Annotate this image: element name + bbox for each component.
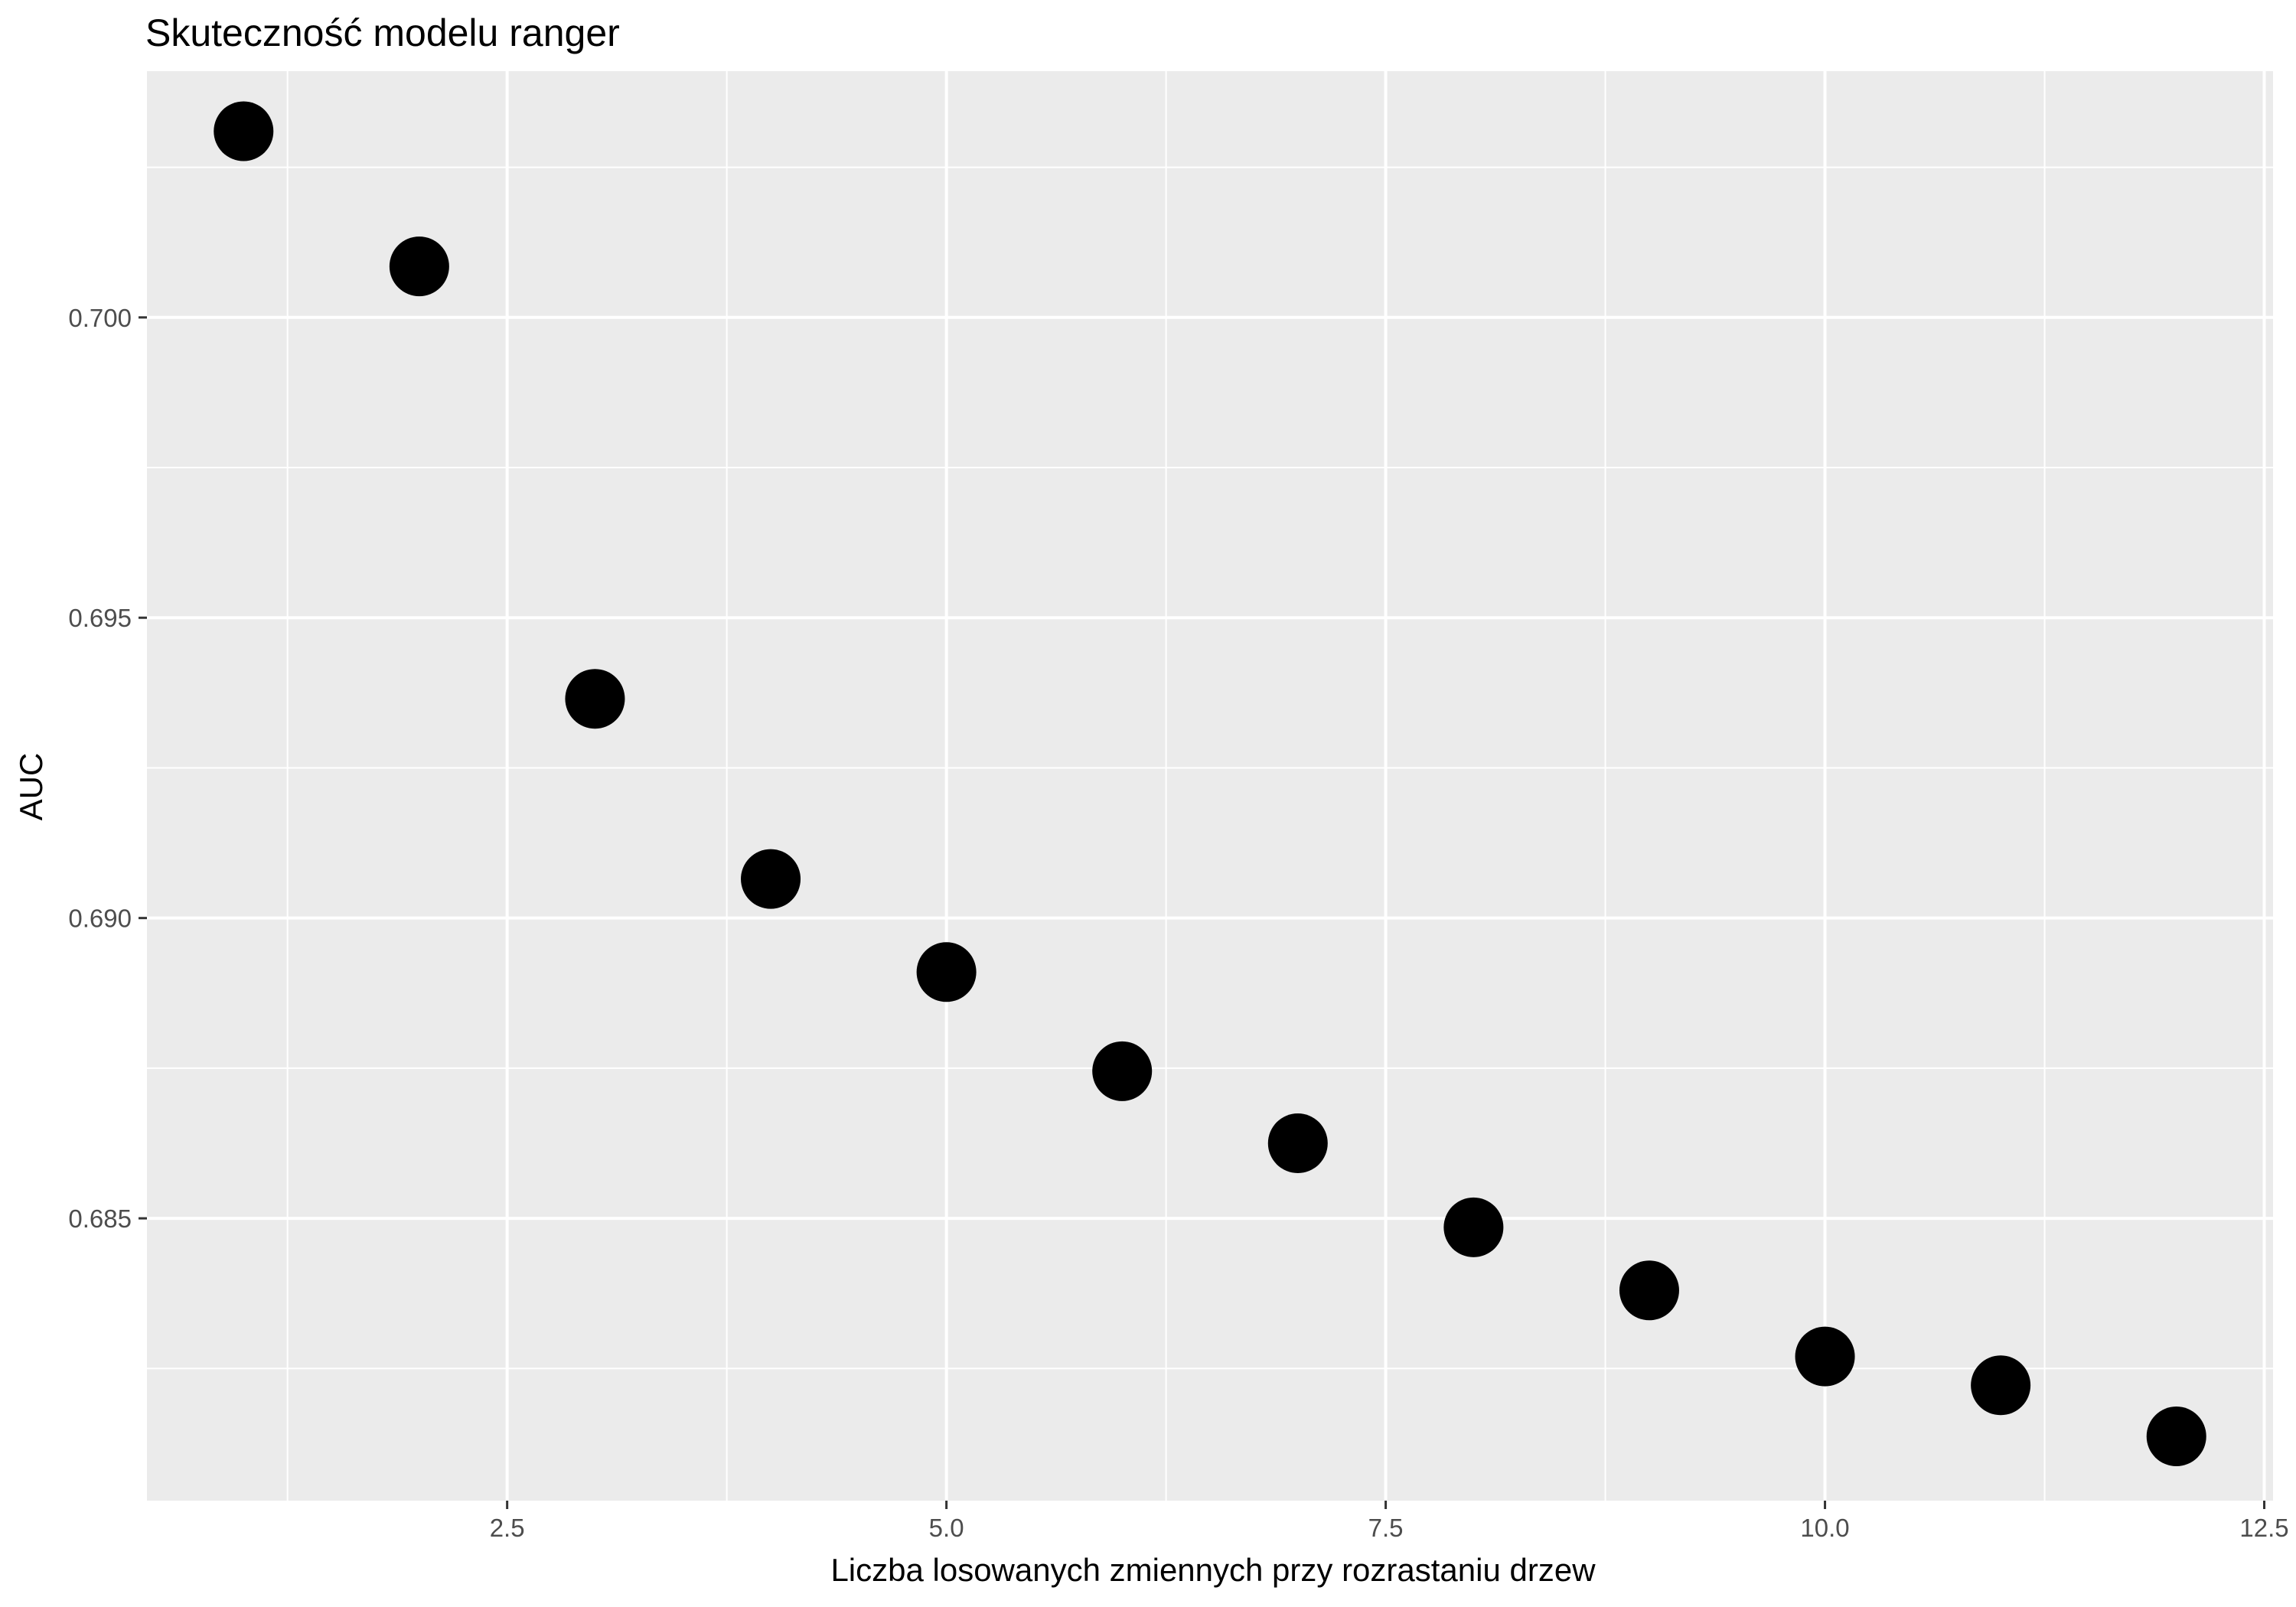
y-tick-label: 0.685 [68, 1204, 132, 1233]
x-tick-label: 2.5 [490, 1514, 525, 1542]
y-tick-label: 0.700 [68, 304, 132, 332]
data-point [916, 942, 977, 1002]
data-point [389, 236, 449, 297]
data-point [1971, 1355, 2031, 1416]
data-points [214, 101, 2206, 1467]
chart-title: Skuteczność modelu ranger [145, 11, 620, 54]
x-tick-label: 12.5 [2239, 1514, 2288, 1542]
data-point [741, 849, 801, 909]
x-tick-label: 5.0 [929, 1514, 964, 1542]
data-point [1267, 1113, 1328, 1173]
y-tick-label: 0.695 [68, 604, 132, 632]
x-axis: 2.5 5.0 7.5 10.0 12.5 [490, 1501, 2289, 1542]
y-axis-title: AUC [13, 753, 49, 821]
data-point [214, 101, 274, 161]
x-axis-title: Liczba losowanych zmiennych przy rozrast… [830, 1552, 1596, 1588]
data-point [1092, 1041, 1153, 1101]
data-point [2146, 1407, 2206, 1467]
data-point [1795, 1326, 1855, 1387]
x-tick-label: 7.5 [1368, 1514, 1404, 1542]
plot-panel [147, 71, 2273, 1501]
data-point [565, 669, 625, 729]
data-point [1619, 1260, 1679, 1321]
major-grid [147, 71, 2273, 1501]
minor-grid [147, 71, 2273, 1501]
y-tick-label: 0.690 [68, 905, 132, 933]
y-axis: 0.685 0.690 0.695 0.700 [68, 304, 147, 1233]
x-tick-label: 10.0 [1800, 1514, 1849, 1542]
data-point [1443, 1197, 1504, 1257]
